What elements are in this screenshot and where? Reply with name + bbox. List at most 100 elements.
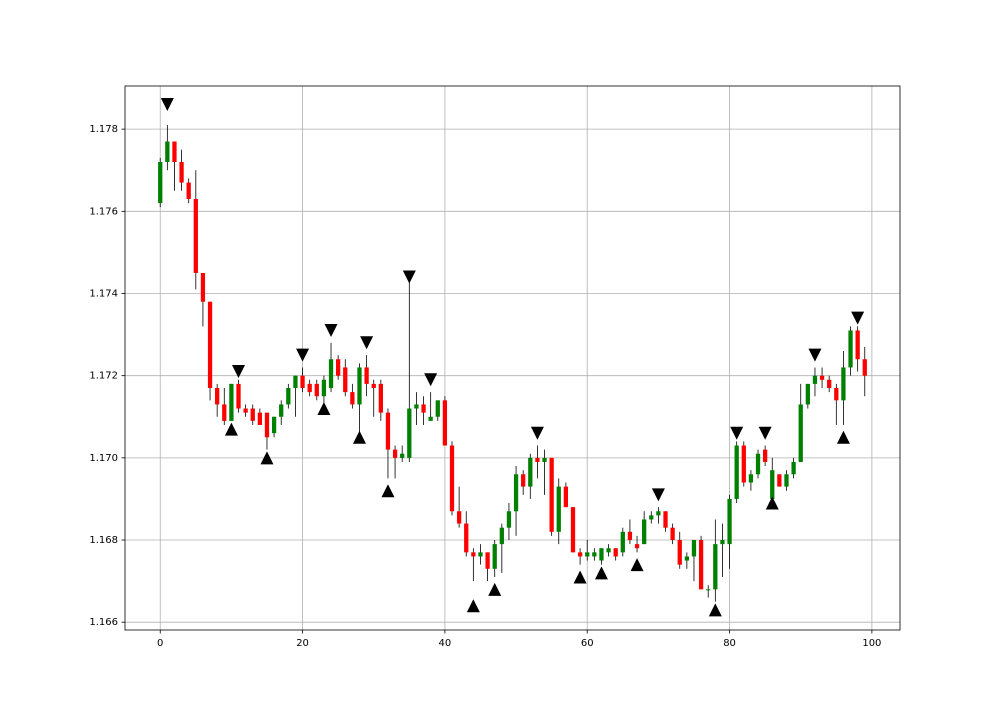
candle-body bbox=[392, 449, 398, 458]
signal-marker bbox=[808, 348, 822, 362]
candle-body bbox=[222, 404, 227, 421]
candle-body bbox=[827, 379, 832, 388]
signal-marker bbox=[260, 451, 274, 465]
candle-body bbox=[556, 486, 561, 532]
signal-marker bbox=[730, 426, 744, 440]
candle-body bbox=[770, 470, 775, 499]
candle-body bbox=[855, 330, 860, 360]
signal-marker bbox=[466, 599, 480, 613]
candle-body bbox=[172, 141, 177, 163]
candle-body bbox=[385, 412, 391, 450]
candle-body bbox=[677, 540, 682, 565]
candle-body bbox=[407, 408, 412, 458]
candle-body bbox=[841, 367, 846, 401]
candle-body bbox=[642, 519, 647, 545]
candle-body bbox=[570, 507, 576, 553]
signal-marker bbox=[530, 426, 544, 440]
candle-body bbox=[193, 198, 198, 273]
candle-body bbox=[663, 511, 668, 528]
candle-body bbox=[812, 375, 818, 384]
candle-body bbox=[656, 511, 661, 516]
marks bbox=[158, 97, 867, 617]
signal-marker bbox=[851, 311, 865, 325]
candle-body bbox=[179, 162, 184, 183]
candle-body bbox=[585, 552, 590, 557]
candle-body bbox=[471, 552, 476, 557]
candle-body bbox=[400, 453, 405, 458]
candle-body bbox=[734, 445, 739, 499]
candle-body bbox=[613, 548, 618, 557]
candle-body bbox=[343, 367, 348, 393]
x-tick-label: 80 bbox=[723, 638, 736, 649]
signal-marker bbox=[352, 430, 366, 444]
signal-marker bbox=[836, 430, 850, 444]
candle-body bbox=[755, 453, 761, 475]
x-tick-label: 100 bbox=[862, 638, 881, 649]
signal-marker bbox=[424, 373, 438, 387]
signal-marker bbox=[573, 570, 587, 584]
x-tick-label: 20 bbox=[296, 638, 309, 649]
candle-body bbox=[670, 527, 675, 541]
candle-body bbox=[435, 400, 440, 417]
candle-body bbox=[798, 404, 803, 462]
candle-body bbox=[727, 498, 732, 545]
candle-body bbox=[620, 531, 625, 553]
candle-body bbox=[834, 387, 839, 401]
candle-body bbox=[521, 474, 526, 487]
signal-marker bbox=[488, 582, 502, 596]
candle-body bbox=[691, 540, 697, 557]
y-tick-label: 1.172 bbox=[89, 371, 118, 382]
candle-body bbox=[805, 383, 810, 405]
y-tick-label: 1.174 bbox=[89, 288, 118, 299]
candle-body bbox=[485, 552, 490, 569]
candle-body bbox=[606, 548, 611, 553]
candle-body bbox=[577, 552, 583, 557]
candle-body bbox=[321, 379, 327, 397]
candle-body bbox=[236, 383, 241, 409]
candle-body bbox=[428, 416, 433, 421]
candle-body bbox=[513, 474, 519, 512]
x-tick-label: 40 bbox=[439, 638, 452, 649]
axes: 0 20 40 60 80 100 1.166 1.168 1.170 1.172 1.174 1.1… bbox=[89, 124, 881, 649]
candle-body bbox=[627, 531, 633, 541]
candle-body bbox=[421, 404, 426, 413]
signal-marker bbox=[402, 270, 416, 284]
candle-body bbox=[464, 523, 469, 553]
candle-body bbox=[371, 383, 376, 388]
candle-body bbox=[158, 162, 163, 204]
signal-marker bbox=[651, 488, 665, 502]
candle-body bbox=[528, 457, 533, 487]
candle-body bbox=[186, 182, 191, 199]
candle-body bbox=[293, 375, 298, 388]
signal-marker bbox=[224, 422, 238, 436]
candle-body bbox=[741, 445, 746, 483]
signal-marker bbox=[232, 365, 246, 379]
x-tick-label: 0 bbox=[157, 638, 163, 649]
signal-marker bbox=[765, 496, 779, 510]
candle-body bbox=[819, 375, 825, 380]
candle-body bbox=[499, 527, 504, 545]
signal-marker bbox=[381, 484, 395, 498]
candle-body bbox=[229, 383, 234, 421]
candle-body bbox=[492, 544, 497, 569]
candle-body bbox=[542, 457, 547, 462]
candle-body bbox=[720, 540, 725, 545]
candle-body bbox=[862, 359, 867, 376]
candle-body bbox=[165, 141, 170, 163]
candle-body bbox=[257, 412, 262, 425]
candle-body bbox=[684, 556, 689, 561]
candle-body bbox=[264, 412, 270, 438]
candle-body bbox=[207, 301, 213, 388]
candle-body bbox=[456, 511, 462, 524]
candle-body bbox=[350, 392, 355, 405]
signal-marker bbox=[630, 558, 644, 572]
candle-body bbox=[442, 400, 448, 446]
y-tick-label: 1.168 bbox=[89, 535, 118, 546]
signal-marker bbox=[296, 348, 310, 362]
candle-body bbox=[478, 552, 483, 557]
y-tick-label: 1.170 bbox=[89, 453, 118, 464]
plot-frame bbox=[124, 85, 901, 631]
